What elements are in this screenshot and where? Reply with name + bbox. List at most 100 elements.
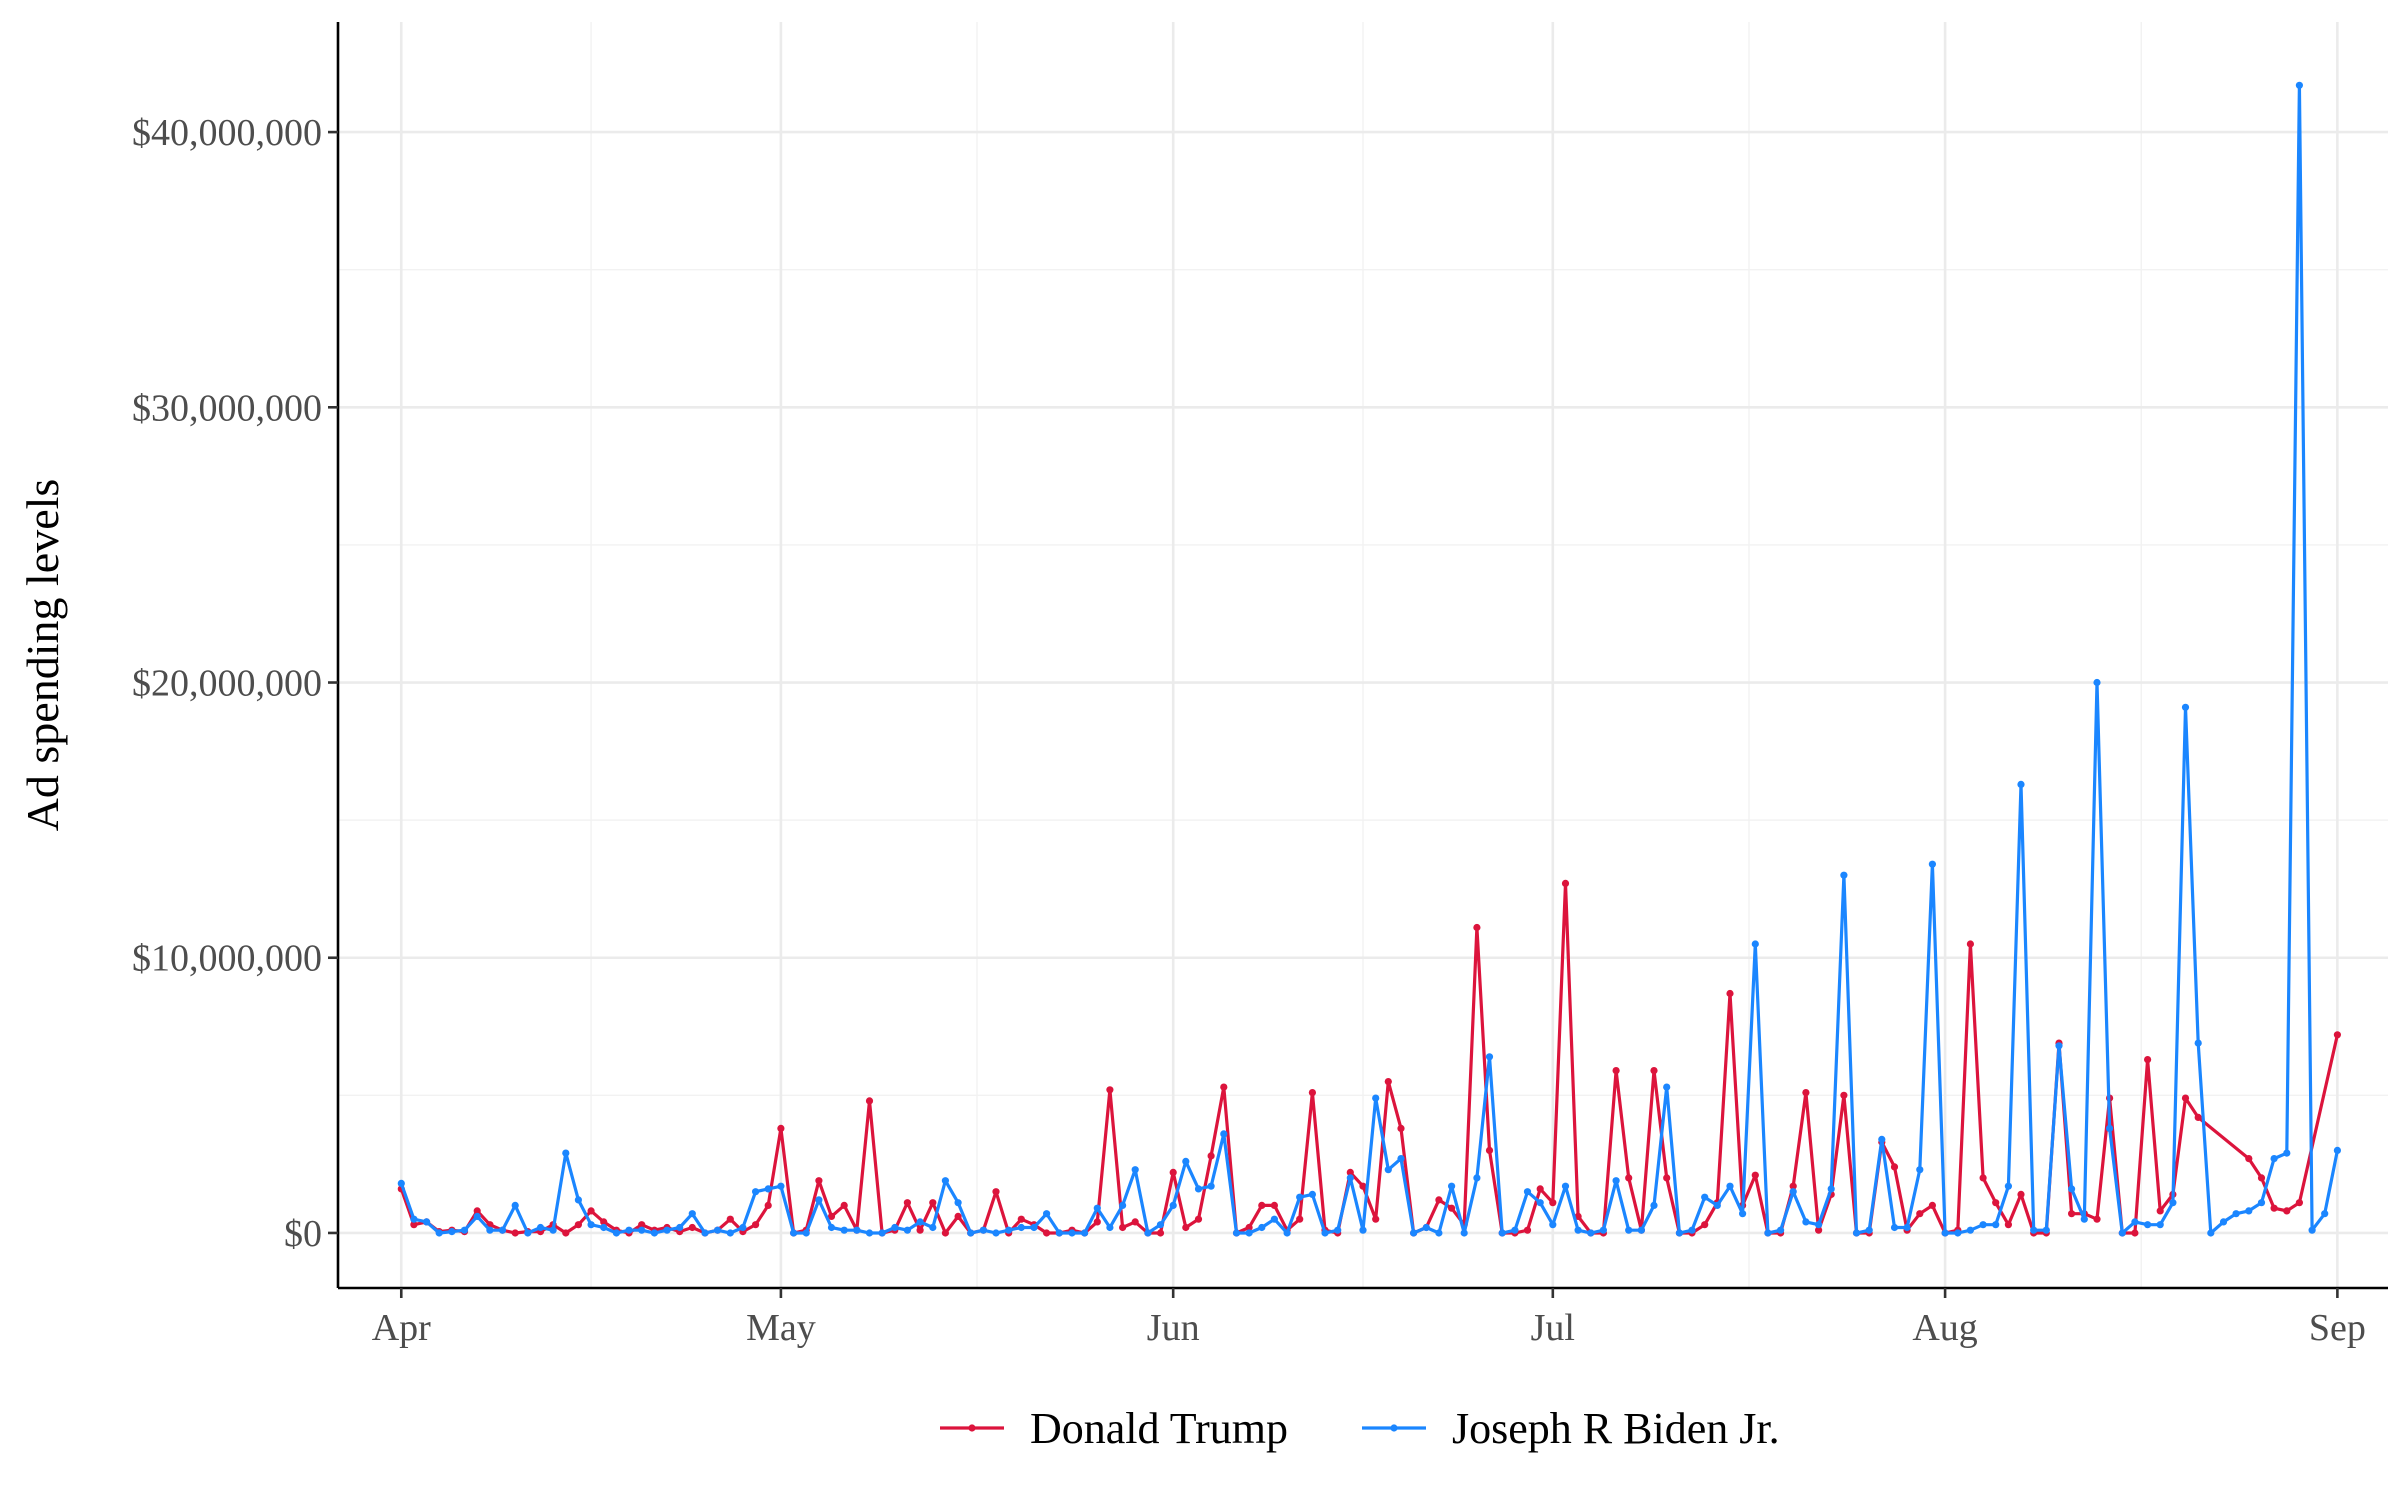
series-point — [2004, 1221, 2012, 1229]
series-point — [865, 1229, 874, 1237]
series-point — [1511, 1226, 1519, 1234]
series-point — [954, 1199, 962, 1207]
series-point — [2118, 1229, 2126, 1237]
series-point — [1815, 1226, 1823, 1234]
series-point — [1663, 1174, 1671, 1182]
series-point — [1675, 1229, 1683, 1237]
series-point — [1245, 1223, 1253, 1232]
series-point — [1739, 1210, 1747, 1218]
series-point — [2017, 780, 2025, 789]
series-point — [688, 1223, 696, 1232]
series-point — [827, 1212, 836, 1220]
series-point — [1890, 1163, 1899, 1171]
series-point — [1448, 1204, 1456, 1212]
series-point — [423, 1218, 431, 1226]
series-point — [1232, 1229, 1241, 1237]
series-point — [574, 1196, 583, 1204]
series-point — [2106, 1124, 2114, 1132]
series-point — [1144, 1229, 1152, 1237]
series-point — [587, 1207, 595, 1215]
series-point — [1751, 1171, 1759, 1179]
series-point — [1473, 1174, 1481, 1182]
series-point — [1485, 1146, 1494, 1154]
series-point — [1928, 1201, 1936, 1209]
series-point — [1966, 1226, 1974, 1234]
series-point — [1865, 1226, 1873, 1234]
series-point — [2308, 1226, 2316, 1234]
series-point — [903, 1226, 912, 1234]
series-point — [701, 1229, 709, 1237]
series-point — [1916, 1166, 1924, 1174]
series-point — [1017, 1215, 1025, 1223]
series-point — [1334, 1226, 1342, 1234]
series-point — [1372, 1215, 1380, 1223]
series-point — [878, 1229, 886, 1237]
series-point — [435, 1229, 443, 1237]
series-point — [1346, 1168, 1354, 1176]
x-tick-label: Jun — [1147, 1307, 1200, 1349]
series-point — [1093, 1218, 1101, 1226]
series-point — [1270, 1215, 1278, 1223]
series-point — [1966, 940, 1974, 948]
series-point — [815, 1196, 823, 1204]
series-point — [2156, 1221, 2164, 1229]
series-point — [1156, 1221, 1165, 1229]
series-point — [1397, 1124, 1405, 1132]
series-point — [865, 1097, 874, 1105]
series-point — [929, 1199, 937, 1207]
series-point — [1650, 1201, 1658, 1209]
series-point — [2068, 1210, 2076, 1218]
series-point — [967, 1229, 975, 1237]
series-point — [1625, 1174, 1633, 1182]
series-point — [511, 1229, 519, 1237]
series-point — [676, 1223, 684, 1232]
legend-label: Joseph R Biden Jr. — [1452, 1404, 1780, 1453]
series-point — [1194, 1215, 1203, 1223]
series-point — [954, 1212, 962, 1220]
series-point — [2207, 1229, 2215, 1237]
series-point — [916, 1218, 924, 1226]
y-axis-title: Ad spending levels — [17, 479, 68, 832]
series-point — [2144, 1221, 2152, 1229]
series-point — [1498, 1229, 1506, 1237]
series-point — [1182, 1223, 1190, 1232]
series-point — [1713, 1201, 1721, 1209]
series-point — [1485, 1053, 1494, 1061]
series-point — [2055, 1042, 2063, 1050]
series-point — [2194, 1113, 2202, 1121]
series-point — [1258, 1201, 1266, 1209]
series-point — [1561, 1182, 1570, 1190]
series-point — [1194, 1185, 1203, 1193]
series-point — [638, 1226, 646, 1234]
series-point — [2093, 678, 2101, 687]
series-point — [1802, 1089, 1810, 1097]
series-point — [739, 1223, 747, 1232]
series-point — [929, 1223, 937, 1232]
series-point — [1650, 1067, 1658, 1075]
series-point — [1473, 923, 1481, 932]
y-tick-label: $10,000,000 — [132, 938, 322, 980]
series-point — [1131, 1218, 1139, 1226]
series-point — [562, 1229, 570, 1237]
series-point — [1283, 1229, 1291, 1237]
series-point — [2321, 1210, 2329, 1218]
series-point — [2245, 1155, 2253, 1163]
series-point — [764, 1201, 772, 1209]
series-point — [815, 1177, 823, 1185]
legend: Donald Trump Joseph R Biden Jr. — [940, 1404, 1780, 1453]
series-point — [1941, 1229, 1949, 1237]
y-tick-label: $20,000,000 — [132, 663, 322, 705]
series-point — [1815, 1221, 1823, 1229]
series-point — [853, 1226, 861, 1234]
series-point — [1536, 1185, 1544, 1193]
series-point — [1612, 1067, 1620, 1075]
series-point — [752, 1188, 760, 1196]
series-point — [1612, 1177, 1620, 1185]
series-point — [1359, 1182, 1367, 1190]
series-point — [1384, 1078, 1392, 1086]
series-point — [549, 1226, 557, 1234]
series-point — [840, 1226, 848, 1234]
series-point — [1346, 1174, 1354, 1182]
series-point — [1207, 1152, 1215, 1160]
